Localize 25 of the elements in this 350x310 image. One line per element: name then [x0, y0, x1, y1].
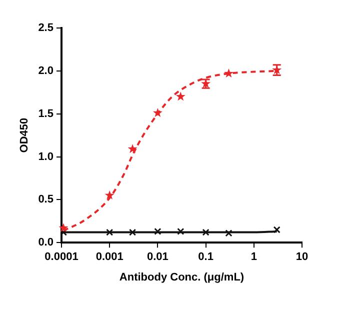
- point: [152, 108, 162, 118]
- y-tick-label: 0.5: [38, 194, 54, 206]
- x-tick-label: 0.01: [146, 251, 168, 264]
- y-axis-title: OD450: [18, 118, 31, 153]
- x-tick-label: 1: [250, 251, 257, 264]
- point: [177, 228, 184, 236]
- point: [176, 92, 186, 101]
- point: [128, 228, 136, 236]
- x-tick-label: 0.1: [198, 251, 214, 264]
- point: [202, 228, 210, 236]
- y-tick-label: 2.5: [38, 22, 54, 34]
- point: [154, 228, 162, 236]
- y-tick-label: 0.0: [38, 236, 54, 249]
- point: [106, 228, 114, 236]
- x-tick-label: 10: [296, 251, 308, 264]
- point: [224, 68, 234, 78]
- point: [225, 230, 232, 237]
- y-tick-label: 1.5: [38, 108, 54, 120]
- point: [128, 144, 138, 154]
- x-tick-label: 0.0001: [44, 251, 78, 264]
- x-tick-label: 0.001: [96, 251, 124, 264]
- y-tick-label: 2.0: [38, 64, 54, 77]
- y-tick-label: 1.0: [38, 150, 54, 163]
- x-axis-title: Antibody Conc. (μg/mL): [119, 271, 244, 284]
- point: [104, 190, 114, 200]
